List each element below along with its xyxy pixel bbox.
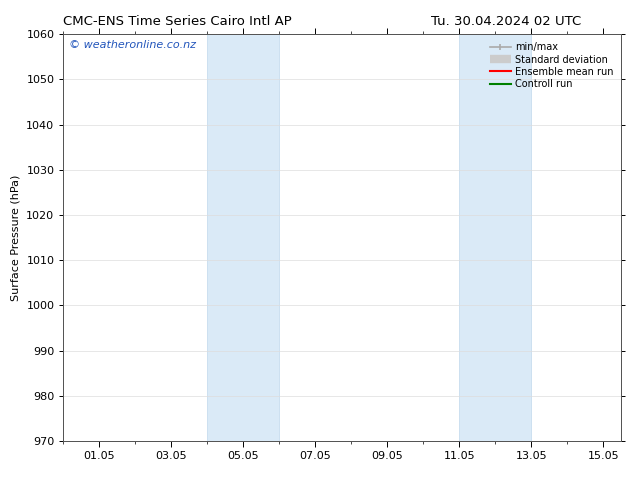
Bar [207, 34, 280, 441]
Legend: min/max, Standard deviation, Ensemble mean run, Controll run: min/max, Standard deviation, Ensemble me… [487, 39, 616, 92]
Bar [460, 34, 531, 441]
Y-axis label: Surface Pressure (hPa): Surface Pressure (hPa) [11, 174, 21, 301]
Text: Tu. 30.04.2024 02 UTC: Tu. 30.04.2024 02 UTC [431, 15, 581, 28]
Text: © weatheronline.co.nz: © weatheronline.co.nz [69, 40, 196, 50]
Text: CMC-ENS Time Series Cairo Intl AP: CMC-ENS Time Series Cairo Intl AP [63, 15, 292, 28]
